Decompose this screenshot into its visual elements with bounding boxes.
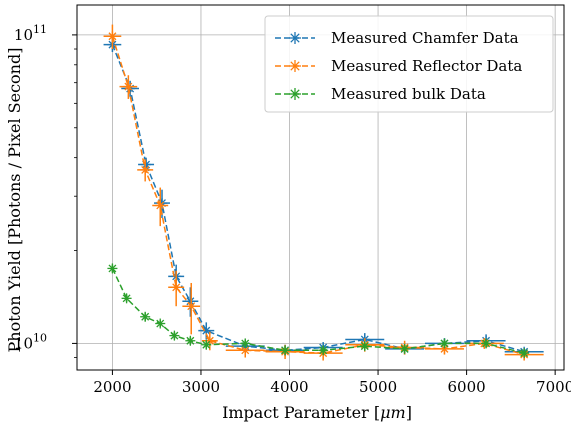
y-tick-label: 1010	[14, 331, 47, 352]
series-layer	[103, 24, 544, 361]
data-point	[140, 164, 151, 175]
plot-frame	[76, 4, 565, 371]
data-point	[169, 330, 180, 341]
legend-item-2: Measured Reflector Data	[275, 57, 522, 75]
marker-stroke	[520, 349, 529, 358]
marker-stroke	[141, 165, 150, 174]
legend-item-3: Measured bulk Data	[275, 85, 486, 103]
marker-stroke	[241, 339, 250, 348]
marker-stroke	[156, 319, 165, 328]
data-point	[121, 293, 132, 304]
data-point	[185, 335, 196, 346]
data-point	[280, 345, 291, 356]
marker-stroke	[156, 201, 165, 210]
marker-stroke	[108, 264, 117, 273]
y-tick-label: 1011	[14, 23, 47, 44]
y-tick-exponent: 10	[33, 331, 47, 344]
x-axis-label: Impact Parameter [μm]	[222, 403, 412, 422]
marker-stroke	[360, 342, 369, 351]
x-tick-label: 3000	[182, 378, 220, 396]
x-axis-label-part-1: Impact Parameter [	[222, 403, 380, 422]
x-tick-label: 6000	[448, 378, 486, 396]
marker-stroke	[124, 82, 133, 91]
y-tick-base: 10	[14, 26, 33, 44]
legend-label: Measured Reflector Data	[331, 57, 522, 75]
data-point	[155, 318, 166, 329]
x-axis-label-unit: μm	[380, 403, 406, 422]
data-point	[123, 81, 134, 92]
data-point	[399, 343, 410, 354]
x-axis-label-part-3: ]	[406, 403, 412, 422]
x-tick-label: 2000	[93, 378, 131, 396]
marker-stroke	[141, 312, 150, 321]
marker-stroke	[482, 339, 491, 348]
marker-stroke	[319, 346, 328, 355]
marker-stroke	[170, 331, 179, 340]
series-3	[107, 263, 530, 359]
data-point	[519, 348, 530, 359]
marker-stroke	[186, 336, 195, 345]
data-point	[481, 338, 492, 349]
marker-stroke	[241, 346, 250, 355]
legend: Measured Chamfer Data Measured Reflector …	[264, 15, 554, 113]
legend-marker	[290, 89, 300, 99]
marker-stroke	[142, 160, 151, 169]
marker-stroke	[108, 32, 117, 41]
marker-stroke	[187, 302, 196, 311]
marker-stroke	[172, 283, 181, 292]
legend-marker	[290, 33, 300, 43]
data-point	[107, 263, 118, 274]
marker-stroke	[122, 294, 131, 303]
marker-stroke	[202, 326, 211, 335]
marker-stroke	[281, 346, 290, 355]
data-point	[107, 31, 118, 42]
x-axis-ticks: 2000 3000 4000 5000 6000 7000	[93, 370, 571, 396]
data-point	[140, 311, 151, 322]
x-tick-label: 7000	[536, 378, 571, 396]
y-axis-label: Photon Yield [Photons / Pixel Second]	[5, 48, 24, 353]
legend-box	[264, 15, 554, 113]
data-point	[439, 338, 450, 349]
x-tick-label: 5000	[359, 378, 397, 396]
data-point	[171, 282, 182, 293]
legend-item-1: Measured Chamfer Data	[275, 29, 519, 47]
legend-label: Measured bulk Data	[331, 85, 486, 103]
data-point	[186, 301, 197, 312]
data-point	[240, 338, 251, 349]
y-tick-exponent: 11	[33, 23, 47, 36]
x-tick-label: 4000	[270, 378, 308, 396]
data-point	[359, 341, 370, 352]
y-tick-base: 10	[14, 334, 33, 352]
marker-stroke	[400, 344, 409, 353]
marker-stroke	[202, 340, 211, 349]
marker-stroke	[440, 339, 449, 348]
data-point	[318, 345, 329, 356]
legend-label: Measured Chamfer Data	[331, 29, 519, 47]
data-point	[201, 339, 212, 350]
data-point	[155, 200, 166, 211]
legend-marker	[290, 61, 300, 71]
